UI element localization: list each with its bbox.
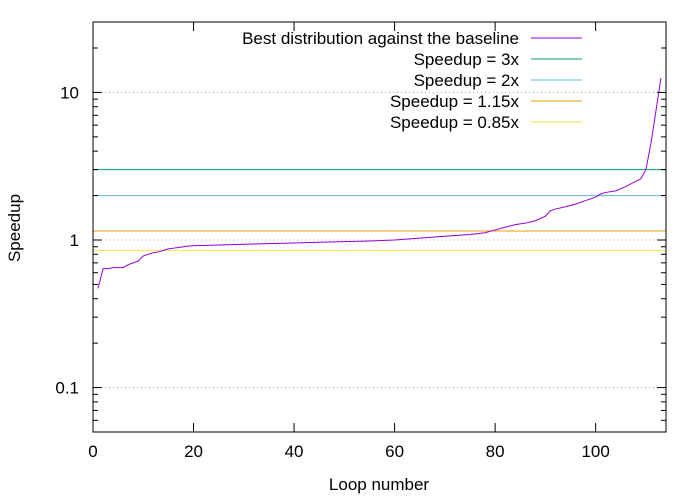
grid-lines — [93, 91, 666, 389]
y-axis-ticks: 0.1 1 10 — [55, 47, 666, 421]
y-axis-label: Speedup — [5, 194, 24, 262]
legend-label: Speedup = 1.15x — [390, 92, 520, 111]
x-tick-label: 60 — [385, 442, 404, 461]
x-tick-label: 80 — [486, 442, 505, 461]
x-tick-label: 0 — [88, 442, 97, 461]
series-line — [97, 78, 662, 289]
x-axis-ticks: 0 20 40 60 80 100 — [88, 22, 610, 461]
main-series — [97, 78, 662, 289]
plot-frame — [92, 21, 667, 433]
legend: Best distribution against the baseline Sp… — [242, 29, 582, 132]
legend-label: Speedup = 3x — [414, 50, 520, 69]
x-tick-label: 100 — [581, 442, 609, 461]
legend-label: Speedup = 0.85x — [390, 113, 520, 132]
x-tick-label: 40 — [285, 442, 304, 461]
y-tick-label: 0.1 — [55, 379, 79, 398]
legend-label: Best distribution against the baseline — [242, 29, 519, 48]
y-tick-label: 1 — [70, 231, 79, 250]
x-tick-label: 20 — [184, 442, 203, 461]
legend-label: Speedup = 2x — [414, 71, 520, 90]
constant-speedup-lines — [93, 169, 666, 251]
y-tick-label: 10 — [60, 83, 79, 102]
x-axis-label: Loop number — [329, 475, 430, 494]
